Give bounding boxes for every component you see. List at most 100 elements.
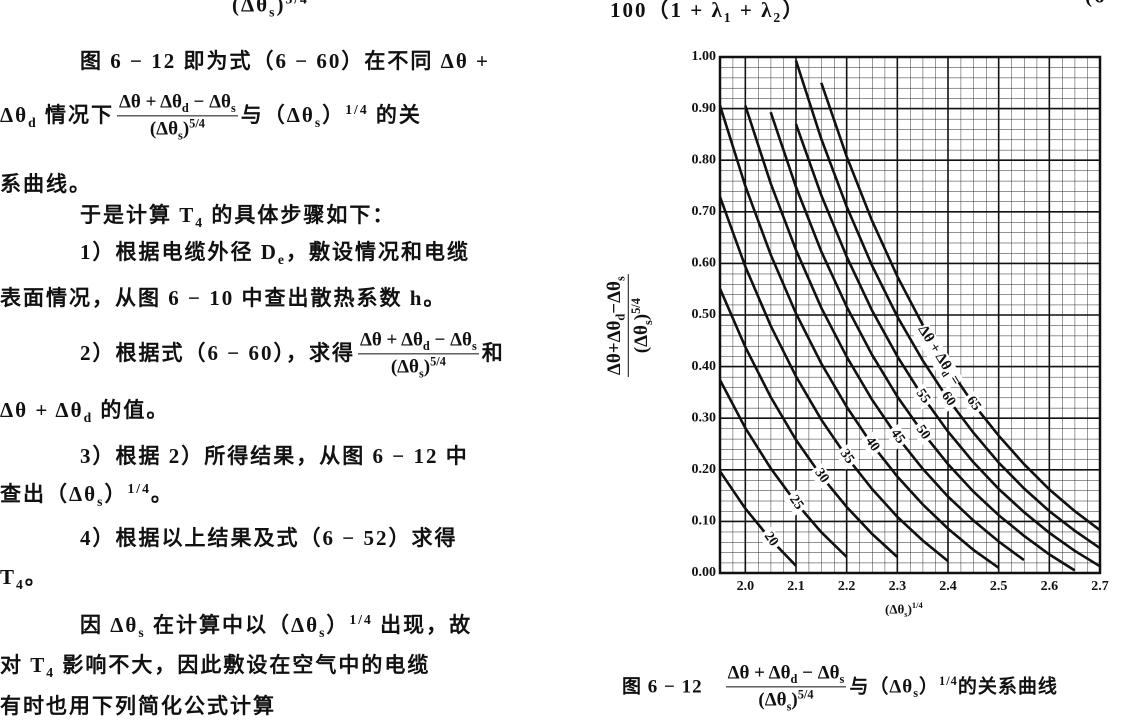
text-run: s	[904, 608, 908, 619]
x-axis-label: (Δθs)1/4	[885, 600, 923, 619]
text-line: 1）根据电缆外径 De，敷设情况和电缆	[80, 236, 470, 268]
text-run: − Δθ	[188, 91, 231, 113]
text-line: (Δθs)5/4	[232, 0, 309, 21]
text-run: 。	[24, 564, 48, 589]
text-run: 5/4	[285, 0, 308, 6]
text-run: 与（Δθ	[240, 102, 315, 127]
curve-label-group: 45	[885, 423, 910, 450]
curve	[744, 105, 1025, 562]
numerator: Δθ + Δθd − Δθs	[116, 91, 238, 117]
y-tick-label: 0.00	[692, 565, 717, 580]
text-run: d	[790, 672, 798, 687]
text-run: )	[423, 356, 431, 378]
curve-label-group: 40	[859, 431, 885, 458]
y-tick-label: 0.80	[692, 152, 717, 167]
text-run: (6 − 60)	[1085, 0, 1131, 8]
text-run: (Δθ	[758, 689, 787, 711]
text-run: T	[0, 564, 17, 589]
text-run: 5/4	[628, 298, 643, 314]
curve-label-bg	[910, 383, 935, 410]
numerator: Δθ+Δθd−Δθs	[603, 274, 629, 378]
fraction: Δθ + Δθd − Δθs (Δθs)5/4	[357, 329, 479, 380]
y-tick-label: 0.40	[692, 359, 717, 374]
text-line: 3）根据 2）所得结果，从图 6 − 12 中	[80, 440, 469, 470]
text-run: −Δθ	[603, 281, 625, 314]
text-run: d	[422, 339, 430, 354]
text-run: − Δθ	[429, 329, 472, 351]
text-run: s	[178, 128, 183, 143]
text-run: 图 6 − 12	[622, 676, 723, 698]
top-formula: 100（1 + λ1 + λ2）	[610, 0, 805, 26]
y-tick-label: 0.10	[692, 514, 717, 529]
y-tick-label: 0.60	[692, 256, 717, 271]
curve-label-bg	[961, 390, 986, 417]
text-run: 3）根据 2）所得结果，从图 6 − 12 中	[80, 444, 469, 468]
text-line: 于是计算 T4 的具体步骤如下：	[80, 199, 395, 231]
text-line: 图 6 − 12 即为式（6 − 60）在不同 Δθ +	[80, 45, 490, 75]
text-run: 在计算中以（Δθ	[145, 612, 320, 637]
text-run: )	[907, 601, 912, 617]
fraction: Δθ + Δθd − Δθs (Δθs)5/4	[725, 662, 847, 713]
text-run: d	[181, 101, 189, 116]
curve-label-bg	[859, 431, 885, 458]
text-run: (Δθ	[390, 356, 419, 378]
text-run: 1	[723, 10, 733, 26]
text-run: 的具体步骤如下：	[204, 202, 396, 227]
text-run: 4	[46, 665, 56, 681]
text-run: 5/4	[797, 687, 814, 702]
text-run: 1/4	[911, 600, 923, 610]
denominator: (Δθs)5/4	[756, 687, 815, 713]
y-axis-label: Δθ+Δθd−Δθs (Δθs)5/4	[603, 271, 655, 380]
caption: 图 6 − 12 Δθ + Δθd − Δθs (Δθs)5/4 与（Δθs）1/4…	[622, 662, 1058, 713]
curve-label-group: 30	[809, 463, 834, 489]
text-run: 4）根据以上结果及式（6 − 52）求得	[80, 526, 458, 550]
x-tick-label: 2.4	[939, 579, 957, 594]
text-line: Δθd 情况下 Δθ + Δθd − Δθs (Δθs)5/4 与（Δθs）1/4 的…	[0, 91, 422, 142]
text-run: 对 T	[0, 652, 47, 677]
text-run: s	[314, 114, 323, 130]
text-run: s	[97, 494, 105, 510]
curve-label-group: 65	[961, 390, 986, 417]
x-tick-label: 2.5	[990, 579, 1008, 594]
x-tick-label: 2.2	[838, 579, 856, 594]
text-run: 1/4	[345, 101, 369, 117]
curve	[718, 379, 848, 558]
text-run: ，敷设情况和电缆	[285, 239, 470, 264]
text-line: 查出（Δθs）1/4。	[0, 478, 174, 510]
text-line: Δθ + Δθd 的值。	[0, 394, 169, 426]
text-run: (Δθ	[149, 118, 178, 140]
curve-label-group: 60	[935, 386, 961, 412]
denominator: (Δθs)5/4	[629, 296, 655, 355]
curve-label-group: 55	[910, 383, 935, 410]
text-run: s	[319, 625, 327, 641]
text-run: 查出（Δθ	[0, 481, 98, 506]
y-tick-label: 0.70	[692, 204, 717, 219]
text-run: Δθ + Δθ	[359, 329, 423, 351]
text-run: 1/4	[127, 480, 151, 496]
text-run: )	[182, 118, 190, 140]
text-run: )	[631, 313, 653, 321]
text-run: 1/4	[349, 611, 373, 627]
text-line: 2）根据式（6 − 60），求得 Δθ + Δθd − Δθs (Δθs)5/4 和	[80, 329, 505, 380]
text-run: s	[640, 320, 655, 326]
x-tick-label: 2.1	[787, 579, 805, 594]
y-tick-label: 0.90	[692, 101, 717, 116]
curve	[820, 82, 1101, 532]
text-run: Δθ	[0, 102, 29, 127]
text-run: 2）根据式（6 − 60），求得	[80, 340, 355, 365]
curve-label-group: 50	[910, 419, 935, 446]
text-run: Δθ + Δθ	[0, 397, 84, 422]
text-run: s	[230, 101, 236, 116]
text-run: 100（1 + λ	[610, 0, 724, 22]
curve	[794, 123, 1101, 568]
curve-label-group: 25	[783, 490, 809, 516]
text-run: 5/4	[189, 116, 205, 131]
denominator: (Δθs)5/4	[148, 116, 207, 142]
text-run: ）	[782, 0, 806, 22]
text-run: 2	[773, 10, 783, 26]
y-tick-label: 1.00	[692, 49, 717, 64]
text-run: 的关系曲线	[957, 676, 1058, 698]
text-run: 表面情况，从图 6 − 10 中查出散热系数 h。	[0, 286, 447, 310]
denominator: (Δθs)5/4	[389, 354, 448, 380]
